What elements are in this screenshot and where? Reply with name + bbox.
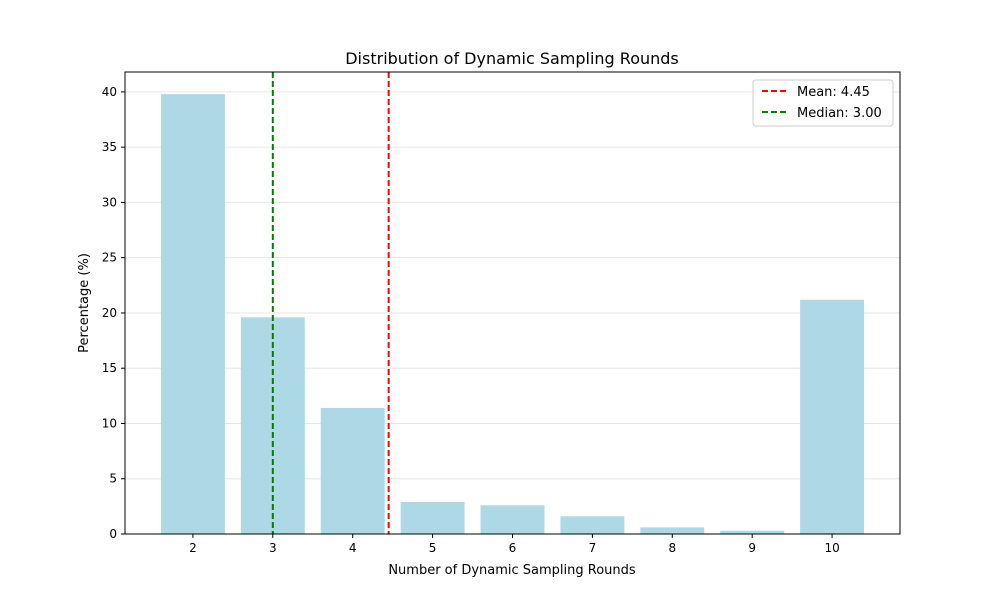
y-tick-label: 0	[109, 527, 117, 541]
bar-6	[480, 505, 545, 534]
bar-4	[320, 408, 385, 534]
y-tick-label: 5	[109, 472, 117, 486]
y-tick-label: 15	[102, 361, 117, 375]
y-tick-label: 20	[102, 306, 117, 320]
x-tick-label: 3	[269, 541, 277, 555]
legend: Mean: 4.45 Median: 3.00	[752, 79, 894, 127]
y-tick-label: 25	[102, 251, 117, 265]
x-tick-label: 7	[589, 541, 597, 555]
legend-mean-label: Mean: 4.45	[797, 85, 870, 100]
y-axis-label: Percentage (%)	[77, 253, 92, 353]
bar-7	[560, 516, 625, 534]
x-tick-label: 2	[189, 541, 197, 555]
x-tick-label: 4	[349, 541, 357, 555]
y-axis-ticks: 0 5 10 15 20 25 30 35 40	[102, 85, 125, 541]
y-tick-label: 10	[102, 416, 117, 430]
y-tick-label: 30	[102, 195, 117, 209]
bar-9	[720, 530, 785, 534]
x-tick-label: 5	[429, 541, 437, 555]
x-tick-label: 9	[748, 541, 756, 555]
x-tick-label: 8	[668, 541, 676, 555]
y-tick-label: 40	[102, 85, 117, 99]
bar-8	[640, 527, 705, 534]
bar-2	[160, 94, 225, 535]
x-tick-label: 6	[509, 541, 517, 555]
x-tick-label: 10	[824, 541, 839, 555]
legend-frame	[752, 79, 894, 127]
y-tick-label: 35	[102, 140, 117, 154]
bars	[160, 94, 865, 535]
bar-10	[800, 299, 865, 534]
chart-title: Distribution of Dynamic Sampling Rounds	[345, 49, 679, 68]
reference-lines	[271, 72, 390, 534]
bar-5	[400, 501, 465, 534]
legend-median-label: Median: 3.00	[797, 106, 882, 121]
x-axis-ticks: 2 3 4 5 6 7 8 9 10	[189, 534, 840, 555]
x-axis-label: Number of Dynamic Sampling Rounds	[388, 563, 636, 578]
